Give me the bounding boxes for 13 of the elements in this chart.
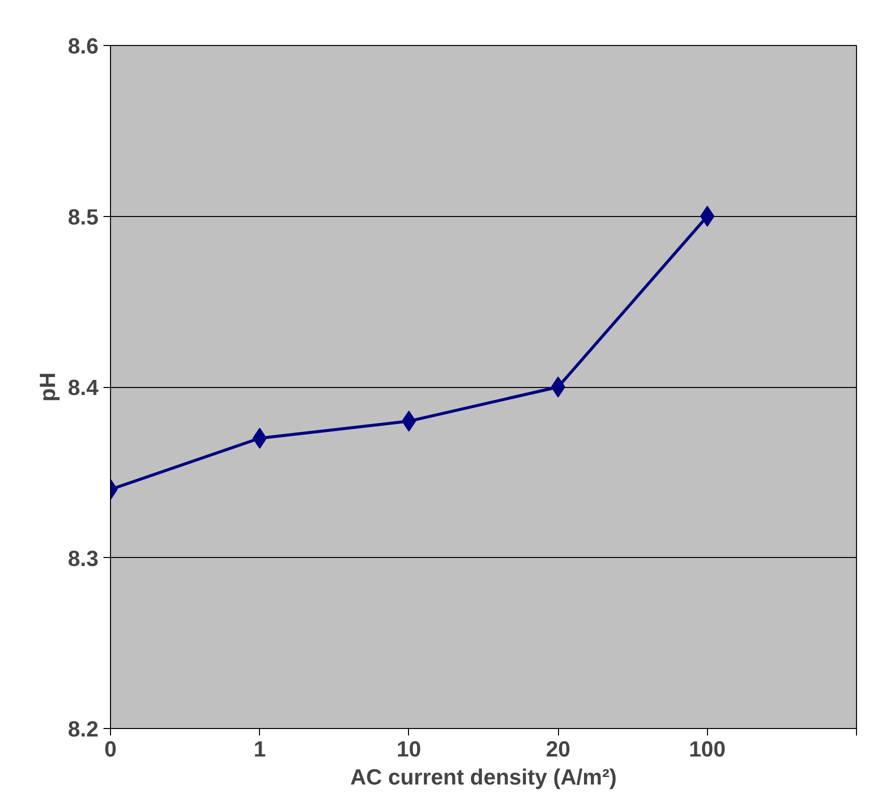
y-tick-label: 8.6	[68, 34, 99, 58]
point	[550, 376, 566, 398]
x-tick-label: 100	[688, 736, 726, 762]
x-tick-label: 1	[254, 736, 266, 762]
y-axis-title: pH	[34, 372, 60, 402]
x-axis-title: AC current density (A/m²)	[350, 764, 617, 790]
y-tick-label: 8.2	[68, 716, 99, 742]
x-tick-label: 0	[104, 736, 117, 762]
y-tick-label: 8.5	[68, 204, 99, 230]
y-tick-label: 8.4	[68, 375, 100, 400]
x-tick-label: 20	[546, 736, 570, 762]
y-tick-label: 8.3	[68, 546, 99, 571]
x-tick-label: 10	[396, 736, 422, 762]
